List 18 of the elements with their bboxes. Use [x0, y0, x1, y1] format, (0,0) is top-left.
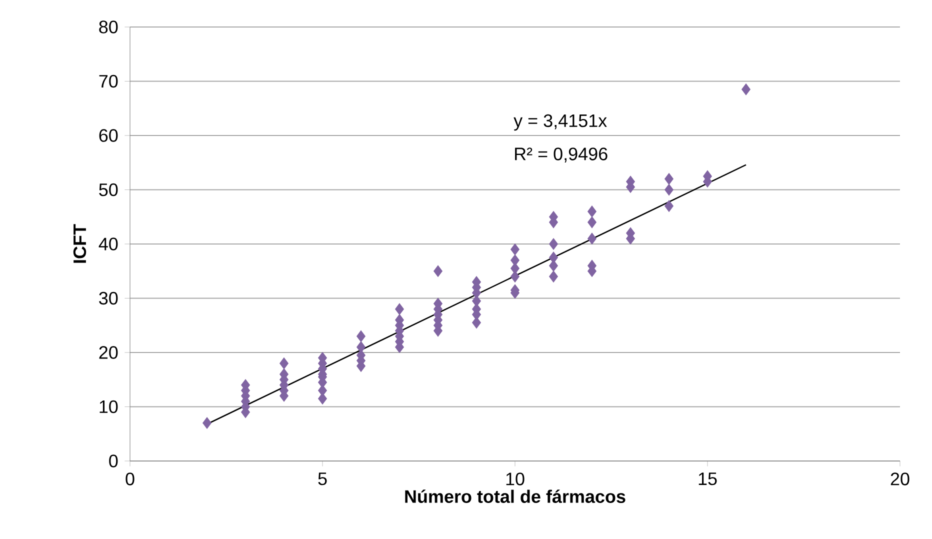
y-tick-label: 20: [99, 346, 118, 359]
y-tick-label: 40: [98, 238, 118, 250]
y-tick-label: 80: [99, 20, 118, 34]
annotation: R² = 0,9496: [515, 148, 608, 162]
y-tick-label: 30: [99, 292, 118, 305]
annotation: y = 3,4151x: [514, 114, 607, 131]
x-tick-label: 5: [318, 472, 327, 486]
x-tick-label: 0: [126, 472, 134, 486]
x-tick-label: 10: [506, 472, 524, 486]
x-tick-label: 20: [890, 472, 910, 486]
y-tick-label: 60: [99, 129, 118, 142]
y-tick-label: 70: [99, 74, 118, 88]
y-axis-title: ICFT: [73, 224, 86, 263]
x-axis-title: Número total de fármacos: [405, 490, 626, 503]
y-tick-label: 50: [99, 183, 118, 196]
y-tick-label: 0: [109, 454, 118, 468]
y-tick-label: 10: [100, 400, 118, 414]
x-tick-label: 15: [698, 472, 717, 486]
